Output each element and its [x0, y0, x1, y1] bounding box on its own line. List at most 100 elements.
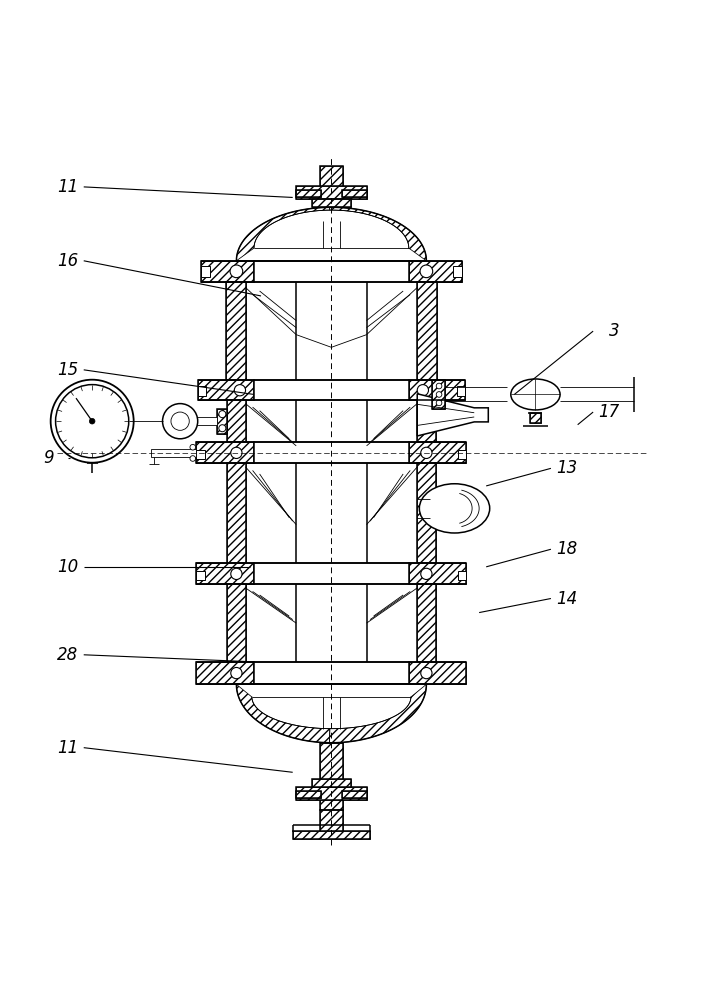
Bar — [342, 190, 367, 197]
Bar — [296, 791, 321, 798]
Text: 15: 15 — [57, 361, 78, 379]
Bar — [342, 791, 367, 798]
Circle shape — [421, 447, 432, 458]
Bar — [296, 186, 367, 199]
Bar — [196, 450, 204, 459]
Bar — [254, 380, 409, 400]
Bar — [227, 400, 245, 442]
Bar — [320, 810, 343, 838]
Bar — [196, 563, 254, 584]
Bar — [201, 261, 254, 282]
Bar — [196, 662, 254, 684]
Circle shape — [436, 392, 442, 397]
Text: 11: 11 — [57, 739, 78, 757]
Circle shape — [421, 568, 432, 580]
Bar — [180, 417, 216, 425]
Bar — [293, 831, 370, 839]
Bar — [409, 380, 465, 400]
Bar — [254, 563, 409, 584]
Bar — [417, 282, 437, 380]
Text: 16: 16 — [57, 252, 78, 270]
Text: 9: 9 — [43, 449, 54, 467]
Bar — [417, 463, 436, 563]
Circle shape — [231, 568, 242, 580]
Bar — [227, 400, 245, 442]
Bar — [254, 261, 409, 282]
Text: 11: 11 — [57, 178, 78, 196]
Bar — [201, 261, 254, 282]
Bar — [201, 266, 209, 277]
Circle shape — [171, 412, 189, 430]
Circle shape — [231, 667, 242, 679]
Bar — [432, 380, 445, 409]
Bar — [432, 380, 445, 409]
Bar — [417, 282, 437, 380]
Bar — [530, 413, 541, 423]
Bar — [296, 190, 321, 197]
Circle shape — [51, 380, 134, 463]
Bar — [296, 787, 367, 800]
Text: 10: 10 — [57, 558, 78, 576]
Circle shape — [436, 400, 442, 406]
Bar — [226, 282, 245, 380]
Bar — [453, 266, 462, 277]
Bar — [342, 190, 367, 197]
Text: 28: 28 — [57, 646, 78, 664]
Circle shape — [190, 456, 195, 461]
Bar — [417, 400, 436, 442]
Circle shape — [417, 385, 429, 396]
Bar — [196, 563, 254, 584]
Circle shape — [190, 444, 195, 450]
Bar — [320, 166, 343, 197]
Bar — [320, 810, 343, 838]
Bar — [312, 199, 351, 207]
Bar — [409, 380, 465, 400]
Circle shape — [90, 418, 95, 424]
Circle shape — [234, 385, 245, 396]
Bar — [342, 791, 367, 798]
Bar — [196, 442, 254, 463]
Text: 18: 18 — [556, 540, 577, 558]
Bar — [296, 186, 367, 199]
Bar — [409, 442, 467, 463]
Bar — [312, 779, 351, 787]
Bar — [312, 779, 351, 787]
Bar — [216, 409, 227, 434]
Circle shape — [56, 385, 129, 458]
Bar — [196, 662, 254, 684]
Bar — [151, 449, 196, 457]
Bar — [293, 831, 370, 839]
Bar — [227, 463, 245, 563]
Bar — [320, 743, 343, 810]
Bar — [227, 463, 245, 563]
Text: 14: 14 — [556, 590, 577, 608]
Bar — [227, 584, 245, 662]
Text: 3: 3 — [609, 322, 620, 340]
Bar — [197, 386, 206, 396]
Bar — [458, 571, 467, 580]
Bar — [458, 450, 467, 459]
Circle shape — [420, 265, 433, 278]
Bar — [409, 563, 467, 584]
Bar — [196, 442, 254, 463]
Polygon shape — [417, 394, 489, 436]
Circle shape — [421, 667, 432, 679]
Bar — [417, 584, 436, 662]
Bar — [296, 791, 321, 798]
Bar — [226, 282, 245, 380]
Bar — [296, 190, 321, 197]
Bar — [409, 563, 467, 584]
Bar — [417, 400, 436, 442]
Bar — [409, 261, 462, 282]
Bar — [417, 584, 436, 662]
Bar — [197, 380, 254, 400]
Circle shape — [219, 411, 226, 418]
Bar — [320, 743, 343, 810]
Bar — [409, 261, 462, 282]
Circle shape — [436, 383, 442, 389]
Text: 13: 13 — [556, 459, 577, 477]
Bar — [320, 166, 343, 197]
Circle shape — [231, 447, 242, 458]
Bar — [417, 463, 436, 563]
Bar — [530, 413, 541, 423]
